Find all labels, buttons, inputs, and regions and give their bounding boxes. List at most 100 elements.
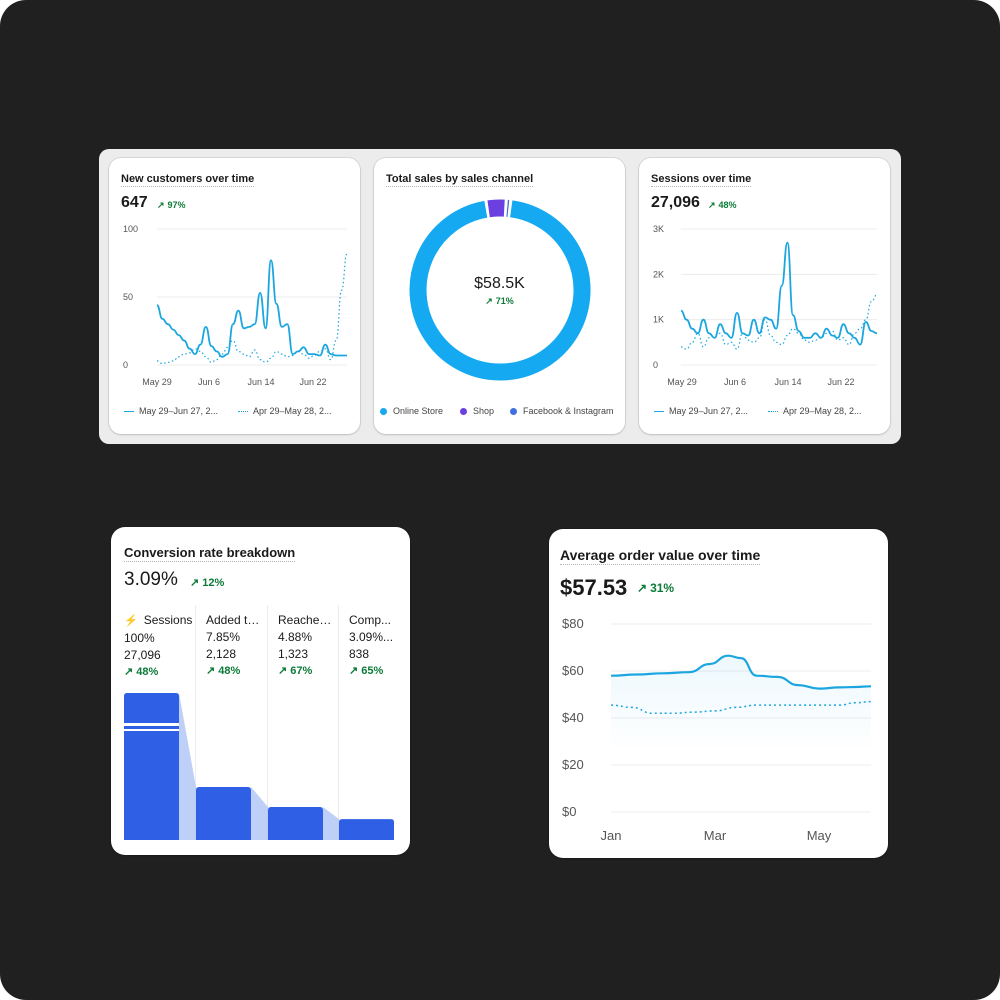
step-rate: 4.88% [278, 630, 313, 644]
solid-line-swatch [124, 410, 134, 412]
card-title[interactable]: Total sales by sales channel [386, 173, 534, 187]
y-tick-label: 100 [123, 224, 138, 234]
series-line-current [610, 654, 872, 690]
x-tick-label: May 29 [142, 377, 172, 387]
series-line-current [156, 259, 347, 358]
dashboard-row: New customers over time 647 ↗ 97% 100 50 0 M… [99, 149, 901, 444]
y-tick-label: 0 [123, 360, 128, 370]
series-line-previous [610, 700, 872, 715]
step-count: 1,323 [278, 647, 309, 661]
metric-value: 3.09% [124, 569, 178, 590]
delta-value: 97% [167, 200, 186, 210]
y-tick-label: $20 [562, 757, 584, 772]
funnel-step-sessions[interactable]: ⚡ Sessions 100% 27,096 ↗ 48% [124, 612, 194, 681]
funnel-bar [339, 819, 394, 840]
column-divider [338, 605, 339, 840]
legend-current: May 29–Jun 27, 2... [124, 406, 218, 416]
funnel-chart[interactable] [111, 527, 410, 855]
legend-dot [460, 407, 467, 415]
y-tick-label: 3K [653, 224, 664, 234]
aov-chart[interactable]: $80 $60 $40 $20 $0 Jan Mar May [549, 529, 888, 858]
series-line-previous [156, 252, 348, 365]
legend-current: May 29–Jun 27, 2... [654, 406, 748, 416]
step-delta: ↗ 48% [206, 663, 264, 680]
y-tick-label: $80 [562, 616, 584, 631]
legend-facebook-instagram: Facebook & Instagram [510, 406, 614, 416]
solid-line-swatch [654, 410, 664, 412]
area-fill [611, 655, 871, 752]
funnel-bar [268, 807, 323, 840]
x-tick-label: Mar [704, 828, 727, 843]
funnel-bar [124, 693, 179, 840]
column-divider [195, 605, 196, 840]
card-title[interactable]: Conversion rate breakdown [124, 545, 296, 562]
sales-channel-card[interactable]: Total sales by sales channel $58.5K ↗ 71%… [374, 158, 625, 434]
slice-shop [487, 199, 505, 218]
x-tick-label: Jun 14 [774, 377, 801, 387]
slice-online-store [409, 200, 591, 381]
y-tick-label: 0 [653, 360, 658, 370]
y-tick-label: 2K [653, 269, 664, 279]
step-delta: ↗ 48% [124, 664, 194, 681]
arrow-up-right-icon: ↗ [190, 577, 200, 589]
step-delta: ↗ 67% [278, 663, 336, 680]
funnel-connector [251, 787, 268, 840]
donut-center-value: $58.5K [474, 275, 525, 292]
x-tick-label: Jun 14 [247, 377, 274, 387]
arrow-up-right-icon: ↗ [637, 581, 648, 595]
dotted-line-swatch [768, 410, 778, 412]
delta-badge: ↗ 97% [157, 200, 186, 211]
card-title[interactable]: Sessions over time [651, 173, 752, 187]
aov-card[interactable]: Average order value over time $57.53 ↗ 31… [549, 529, 888, 858]
funnel-step-added-to-cart[interactable]: Added to... 7.85% 2,128 ↗ 48% [206, 612, 264, 680]
y-tick-label: $0 [562, 804, 576, 819]
funnel-connector [323, 807, 339, 840]
delta-badge: ↗ 48% [708, 200, 737, 210]
arrow-up-right-icon: ↗ [349, 665, 359, 677]
x-tick-label: Jun 22 [827, 377, 854, 387]
metric-value: 27,096 [651, 194, 700, 211]
x-tick-label: Jun 22 [299, 377, 326, 387]
metric-value: $57.53 [560, 575, 628, 600]
dotted-line-swatch [238, 410, 248, 412]
sessions-chart[interactable]: 3K 2K 1K 0 May 29 Jun 6 Jun 14 Jun 22 [639, 158, 890, 434]
funnel-step-completed[interactable]: Comp... 3.09%... 838 ↗ 65% [349, 612, 409, 680]
step-count: 838 [349, 647, 370, 661]
y-tick-label: $60 [562, 663, 584, 678]
conversion-card[interactable]: Conversion rate breakdown 3.09% ↗ 12% ⚡ Se… [111, 527, 410, 855]
arrow-up-right-icon: ↗ [206, 665, 216, 677]
legend-label: Apr 29–May 28, 2... [253, 406, 332, 416]
arrow-up-right-icon: ↗ [157, 200, 165, 210]
x-tick-label: Jun 6 [724, 377, 746, 387]
sessions-card[interactable]: Sessions over time 27,096 ↗ 48% 3K 2K 1K 0 Ma… [639, 158, 890, 434]
sales-channel-donut[interactable] [374, 158, 625, 434]
step-delta: ↗ 65% [349, 663, 409, 680]
y-tick-label: 50 [123, 292, 133, 302]
donut-center-delta: ↗ 71% [485, 296, 514, 306]
step-count: 27,096 [124, 648, 161, 662]
funnel-step-reached-checkout[interactable]: Reached... 4.88% 1,323 ↗ 67% [278, 612, 336, 680]
step-rate: 3.09%... [349, 630, 394, 644]
delta-badge: ↗ 12% [190, 577, 225, 589]
card-title[interactable]: Average order value over time [560, 547, 761, 565]
funnel-connector [179, 693, 196, 840]
x-tick-label: Jun 6 [198, 377, 220, 387]
legend-label: May 29–Jun 27, 2... [139, 406, 219, 416]
step-rate: 100% [124, 631, 155, 645]
arrow-up-right-icon: ↗ [485, 296, 493, 306]
new-customers-chart[interactable]: 100 50 0 May 29 Jun 6 Jun 14 Jun 22 [109, 158, 360, 434]
arrow-up-right-icon: ↗ [124, 666, 134, 678]
x-tick-label: May 29 [667, 377, 697, 387]
arrow-up-right-icon: ↗ [278, 665, 288, 677]
legend-previous: Apr 29–May 28, 2... [768, 406, 862, 416]
delta-badge: ↗ 31% [637, 581, 675, 595]
arrow-up-right-icon: ↗ [708, 200, 716, 210]
metric-value: 647 [121, 194, 148, 211]
y-tick-label: $40 [562, 710, 584, 725]
column-divider [267, 605, 268, 840]
x-tick-label: Jan [601, 828, 622, 843]
card-title[interactable]: New customers over time [121, 173, 255, 187]
new-customers-card[interactable]: New customers over time 647 ↗ 97% 100 50 0 M… [109, 158, 360, 434]
step-count: 2,128 [206, 647, 237, 661]
funnel-bar [196, 787, 251, 840]
